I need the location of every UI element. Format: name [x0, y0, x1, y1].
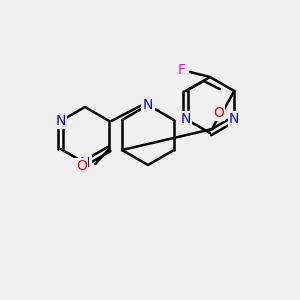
Text: N: N	[143, 98, 153, 112]
Text: N: N	[181, 112, 191, 126]
Text: F: F	[178, 63, 186, 77]
Text: O: O	[213, 106, 224, 120]
Text: N: N	[229, 112, 239, 126]
Text: N: N	[56, 114, 66, 128]
Text: N: N	[80, 156, 90, 170]
Text: O: O	[76, 159, 87, 173]
